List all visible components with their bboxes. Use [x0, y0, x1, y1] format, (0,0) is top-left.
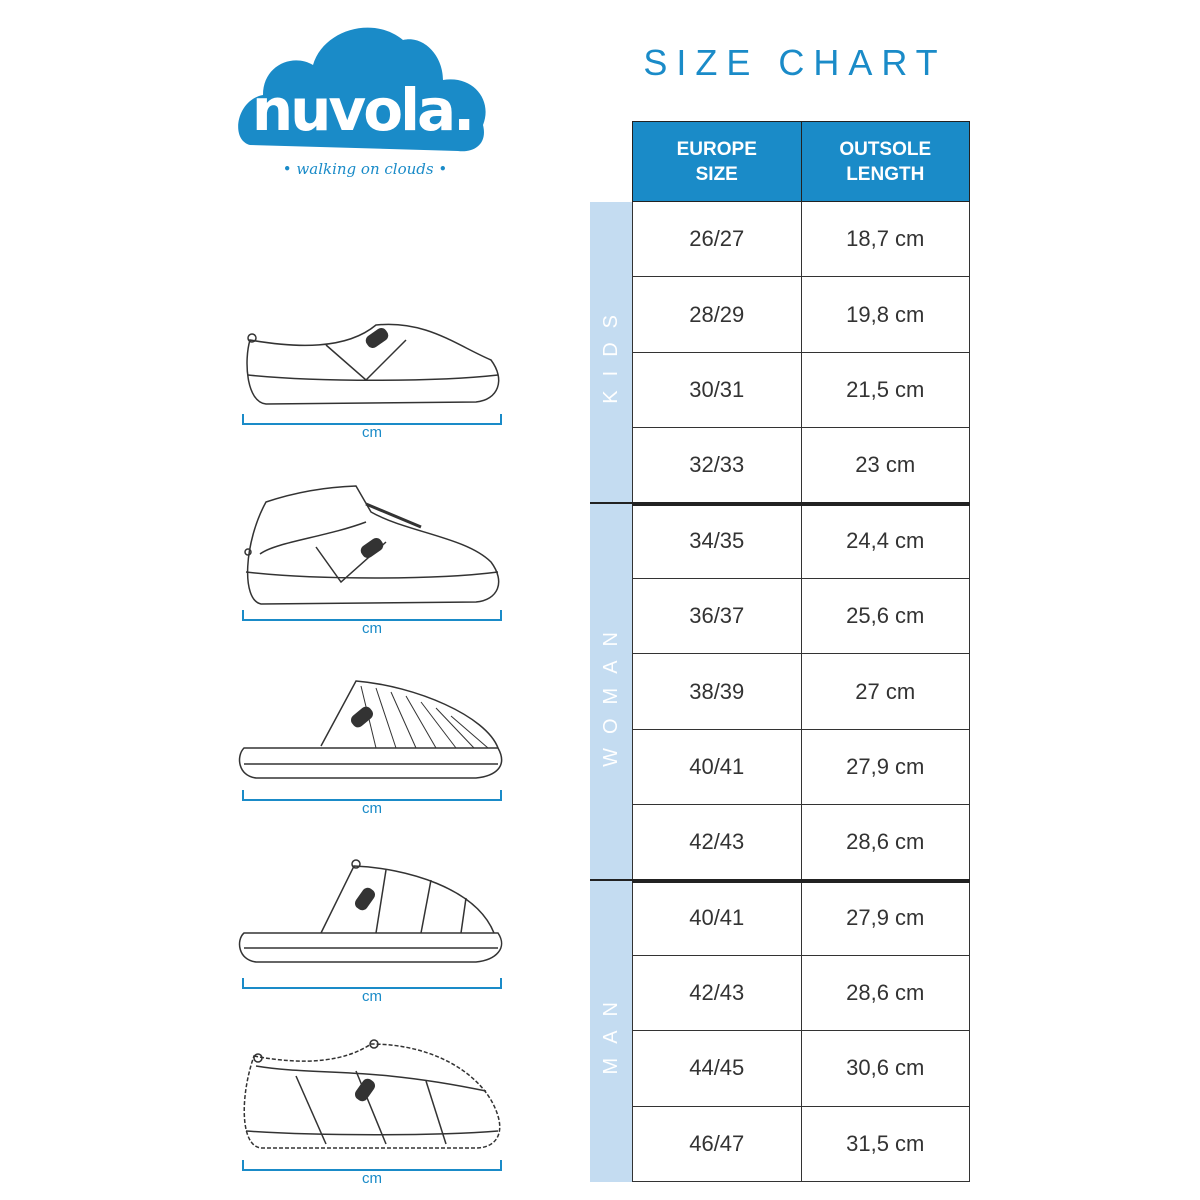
woman-mule-slipper-illustration: [238, 680, 503, 779]
table-row: 28/29 19,8 cm: [632, 277, 970, 353]
category-band-woman: WOMAN: [590, 503, 632, 881]
europe-size-cell: 42/43: [633, 955, 802, 1031]
unit-label: cm: [362, 800, 382, 817]
europe-size-cell: 38/39: [633, 654, 802, 729]
europe-size-cell: 36/37: [633, 578, 802, 654]
table-row: 26/27 18,7 cm: [632, 202, 970, 278]
outsole-length-cell: 19,8 cm: [846, 301, 925, 327]
table-header: EUROPE SIZE OUTSOLE LENGTH: [632, 121, 970, 202]
outsole-length-cell: 18,7 cm: [846, 226, 925, 252]
woman-boot-slipper-illustration: [244, 485, 500, 605]
europe-size-cell: 40/41: [633, 880, 802, 955]
europe-size-cell: 46/47: [633, 1106, 802, 1182]
kids-slipper-illustration: [246, 323, 500, 405]
unit-label: cm: [362, 988, 382, 1005]
outsole-length-cell: 24,4 cm: [846, 527, 925, 553]
europe-size-cell: 28/29: [633, 277, 802, 352]
group-divider: [590, 501, 970, 506]
unit-label: cm: [362, 424, 382, 441]
svg-text:nuvola.: nuvola.: [252, 76, 472, 144]
table-row: 46/47 31,5 cm: [632, 1106, 970, 1183]
table-row: 30/31 21,5 cm: [632, 352, 970, 429]
unit-label: cm: [362, 1170, 382, 1187]
outsole-length-cell: 27,9 cm: [846, 904, 925, 930]
outsole-length-cell: 28,6 cm: [846, 980, 925, 1006]
table-row: 38/39 27 cm: [632, 654, 970, 730]
outsole-length-cell: 21,5 cm: [846, 376, 925, 402]
size-table: EUROPE SIZE OUTSOLE LENGTH 26/27 18,7 cm 2…: [632, 121, 970, 1183]
man-mule-slipper-illustration: [238, 859, 503, 963]
table-row: 40/41 27,9 cm: [632, 729, 970, 806]
category-label: WOMAN: [599, 617, 622, 767]
table-row: 42/43 28,6 cm: [632, 955, 970, 1032]
page-title: SIZE CHART: [643, 42, 947, 83]
category-band-kids: KIDS: [590, 202, 632, 504]
length-measure-bracket: [242, 978, 502, 989]
outsole-length-cell: 27,9 cm: [846, 753, 925, 779]
header-outsole-length: OUTSOLE LENGTH: [802, 122, 970, 201]
europe-size-cell: 44/45: [633, 1031, 802, 1106]
length-measure-bracket: [242, 1160, 502, 1171]
outsole-length-cell: 31,5 cm: [846, 1130, 925, 1156]
header-label: OUTSOLE LENGTH: [839, 138, 932, 185]
nuvola-logo: nuvola.: [238, 27, 486, 152]
category-label: MAN: [599, 988, 622, 1075]
europe-size-cell: 34/35: [633, 503, 802, 578]
group-divider: [590, 878, 970, 883]
table-row: 34/35 24,4 cm: [632, 503, 970, 579]
header-europe-size: EUROPE SIZE: [633, 122, 802, 201]
outsole-length-cell: 23 cm: [855, 452, 916, 478]
outsole-length-cell: 30,6 cm: [846, 1055, 925, 1081]
table-row: 42/43 28,6 cm: [632, 805, 970, 881]
category-label: KIDS: [599, 301, 622, 405]
header-label: EUROPE SIZE: [676, 138, 757, 185]
unit-label: cm: [362, 620, 382, 637]
europe-size-cell: 26/27: [633, 202, 802, 277]
table-row: 36/37 25,6 cm: [632, 578, 970, 655]
europe-size-cell: 30/31: [633, 352, 802, 428]
brand-tagline: • walking on clouds •: [282, 160, 448, 178]
outsole-length-cell: 25,6 cm: [846, 603, 925, 629]
europe-size-cell: 32/33: [633, 428, 802, 503]
table-row: 44/45 30,6 cm: [632, 1031, 970, 1107]
length-measure-bracket: [242, 610, 502, 621]
table-row: 32/33 23 cm: [632, 428, 970, 504]
table-row: 40/41 27,9 cm: [632, 880, 970, 956]
category-band-man: MAN: [590, 880, 632, 1183]
length-measure-bracket: [242, 414, 502, 425]
europe-size-cell: 40/41: [633, 729, 802, 805]
outsole-length-cell: 28,6 cm: [846, 829, 925, 855]
outsole-length-cell: 27 cm: [855, 678, 916, 704]
length-measure-bracket: [242, 790, 502, 801]
man-sherpa-slipper-illustration: [243, 1039, 501, 1149]
europe-size-cell: 42/43: [633, 805, 802, 880]
